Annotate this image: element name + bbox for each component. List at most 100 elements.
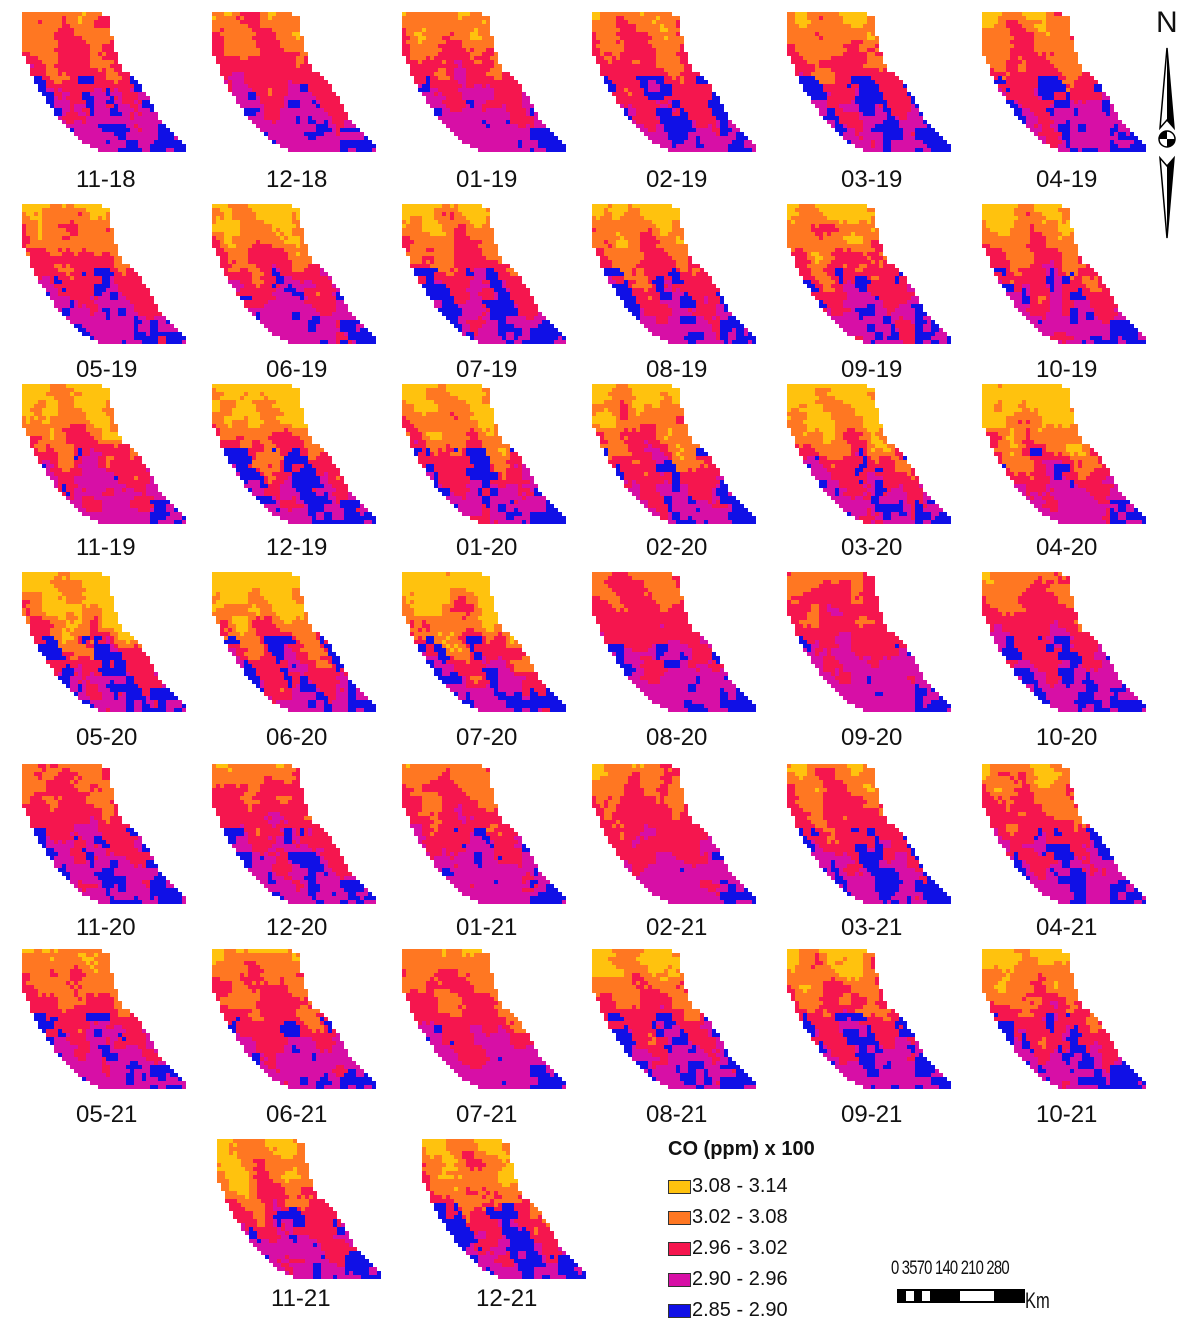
co-map-raster xyxy=(422,1139,586,1279)
map-panel: 07-21 xyxy=(390,945,570,1127)
scale-bar xyxy=(897,1289,1025,1303)
co-map-raster xyxy=(402,12,566,152)
north-arrow-icon xyxy=(1158,47,1176,239)
co-map-raster xyxy=(592,572,756,712)
legend-label: 2.90 - 2.96 xyxy=(692,1268,788,1291)
legend-swatch xyxy=(668,1241,691,1256)
co-map-raster xyxy=(22,764,186,904)
map-panel: 03-21 xyxy=(775,760,955,940)
co-map-raster xyxy=(212,949,376,1089)
co-map-raster xyxy=(22,949,186,1089)
map-date-label: 07-21 xyxy=(456,1103,517,1127)
map-date-label: 12-20 xyxy=(266,916,327,940)
legend-item: 2.96 - 3.02 xyxy=(668,1233,868,1264)
map-panel: 11-18 xyxy=(10,8,190,192)
map-panel: 04-21 xyxy=(970,760,1150,940)
map-panel: 05-21 xyxy=(10,945,190,1127)
map-panel: 01-20 xyxy=(390,380,570,560)
legend-swatch xyxy=(668,1179,691,1194)
co-map-raster xyxy=(592,204,756,344)
map-date-label: 12-21 xyxy=(476,1287,537,1311)
co-map-raster xyxy=(22,384,186,524)
map-panel: 04-19 xyxy=(970,8,1150,192)
map-panel: 03-19 xyxy=(775,8,955,192)
map-panel: 06-21 xyxy=(200,945,380,1127)
co-map-raster xyxy=(787,12,951,152)
map-panel: 07-19 xyxy=(390,200,570,382)
map-date-label: 01-19 xyxy=(456,168,517,192)
legend-swatch xyxy=(668,1210,691,1225)
map-date-label: 07-19 xyxy=(456,358,517,382)
co-map-raster xyxy=(592,12,756,152)
map-panel: 01-19 xyxy=(390,8,570,192)
map-panel: 10-21 xyxy=(970,945,1150,1127)
map-date-label: 12-19 xyxy=(266,536,327,560)
map-panel: 11-20 xyxy=(10,760,190,940)
map-date-label: 03-19 xyxy=(841,168,902,192)
map-panel: 05-20 xyxy=(10,568,190,750)
map-panel: 08-19 xyxy=(580,200,760,382)
map-panel: 02-21 xyxy=(580,760,760,940)
legend-swatch xyxy=(668,1272,691,1287)
map-panel: 01-21 xyxy=(390,760,570,940)
scale-bar-unit: Km xyxy=(1025,1288,1050,1314)
map-panel: 09-19 xyxy=(775,200,955,382)
map-panel: 03-20 xyxy=(775,380,955,560)
map-date-label: 05-21 xyxy=(76,1103,137,1127)
legend-label: 3.02 - 3.08 xyxy=(692,1206,788,1229)
map-panel: 07-20 xyxy=(390,568,570,750)
co-map-raster xyxy=(982,384,1146,524)
map-panel: 11-21 xyxy=(205,1135,385,1313)
map-panel: 12-20 xyxy=(200,760,380,940)
legend-title: CO (ppm) x 100 xyxy=(668,1138,868,1161)
map-panel: 12-21 xyxy=(410,1135,590,1313)
legend-label: 2.85 - 2.90 xyxy=(692,1299,788,1322)
co-map-raster xyxy=(402,204,566,344)
map-panel: 02-19 xyxy=(580,8,760,192)
map-date-label: 06-20 xyxy=(266,726,327,750)
co-map-raster xyxy=(982,12,1146,152)
map-date-label: 06-19 xyxy=(266,358,327,382)
map-date-label: 01-21 xyxy=(456,916,517,940)
scale-bar-ticks: 0 3570 140 210 280 xyxy=(891,1258,1010,1280)
co-map-raster xyxy=(22,12,186,152)
co-map-raster xyxy=(212,204,376,344)
co-map-raster xyxy=(592,764,756,904)
legend-label: 2.96 - 3.02 xyxy=(692,1237,788,1260)
map-panel: 09-20 xyxy=(775,568,955,750)
map-panel: 02-20 xyxy=(580,380,760,560)
map-date-label: 03-21 xyxy=(841,916,902,940)
map-date-label: 08-20 xyxy=(646,726,707,750)
map-panel: 08-21 xyxy=(580,945,760,1127)
map-panel: 05-19 xyxy=(10,200,190,382)
co-map-raster xyxy=(787,384,951,524)
map-panel: 06-20 xyxy=(200,568,380,750)
map-date-label: 10-19 xyxy=(1036,358,1097,382)
map-date-label: 11-20 xyxy=(76,916,136,940)
co-map-raster xyxy=(592,949,756,1089)
co-map-raster xyxy=(982,572,1146,712)
map-date-label: 05-20 xyxy=(76,726,137,750)
co-map-raster xyxy=(982,949,1146,1089)
map-date-label: 11-19 xyxy=(76,536,136,560)
map-date-label: 06-21 xyxy=(266,1103,327,1127)
map-date-label: 02-20 xyxy=(646,536,707,560)
map-date-label: 02-19 xyxy=(646,168,707,192)
co-map-raster xyxy=(212,12,376,152)
map-panel: 08-20 xyxy=(580,568,760,750)
map-date-label: 03-20 xyxy=(841,536,902,560)
co-map-raster xyxy=(402,384,566,524)
co-map-raster xyxy=(982,764,1146,904)
co-map-raster xyxy=(402,572,566,712)
map-panel: 11-19 xyxy=(10,380,190,560)
co-map-raster xyxy=(212,384,376,524)
legend-item: 2.90 - 2.96 xyxy=(668,1264,868,1295)
map-date-label: 12-18 xyxy=(266,168,327,192)
map-date-label: 01-20 xyxy=(456,536,517,560)
legend-item: 3.02 - 3.08 xyxy=(668,1202,868,1233)
map-date-label: 10-20 xyxy=(1036,726,1097,750)
map-date-label: 11-21 xyxy=(271,1287,331,1311)
map-panel: 12-18 xyxy=(200,8,380,192)
map-date-label: 08-19 xyxy=(646,358,707,382)
